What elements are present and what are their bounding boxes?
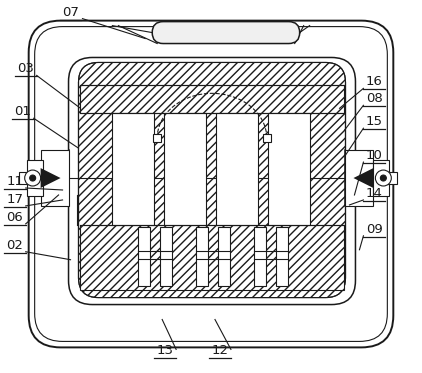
Text: 17: 17 (6, 193, 23, 206)
Bar (373, 160, 390, 196)
Text: 14: 14 (366, 187, 383, 200)
Polygon shape (354, 168, 373, 188)
Text: 03: 03 (17, 62, 34, 75)
Bar (263, 134, 271, 142)
Text: 08: 08 (366, 92, 383, 105)
Bar (19, 172, 29, 184)
Bar (387, 172, 397, 184)
Bar (112, 113, 154, 225)
FancyBboxPatch shape (78, 62, 346, 298)
Bar (254, 227, 266, 286)
Text: 01: 01 (14, 105, 31, 118)
Circle shape (25, 170, 41, 186)
Text: 16: 16 (366, 75, 383, 88)
Text: 06: 06 (6, 211, 23, 224)
Text: 10: 10 (366, 149, 383, 162)
Text: 09: 09 (366, 223, 383, 236)
Bar (268, 113, 310, 225)
Bar (216, 113, 258, 225)
Text: 02: 02 (6, 239, 23, 252)
Bar (81, 85, 344, 113)
Bar (276, 227, 288, 286)
FancyBboxPatch shape (152, 22, 300, 44)
Bar (27, 160, 43, 196)
Bar (81, 225, 344, 289)
FancyBboxPatch shape (68, 57, 355, 305)
Circle shape (380, 175, 387, 181)
Circle shape (30, 175, 35, 181)
Bar (160, 227, 172, 286)
Polygon shape (41, 168, 61, 188)
Bar (218, 227, 230, 286)
Bar (346, 150, 373, 206)
Text: 12: 12 (211, 344, 228, 357)
Text: 07: 07 (62, 6, 79, 19)
Bar (41, 150, 68, 206)
Text: 15: 15 (366, 115, 383, 128)
Bar (81, 85, 344, 113)
Bar (153, 134, 161, 142)
Bar (138, 227, 150, 286)
Bar (196, 227, 208, 286)
FancyBboxPatch shape (29, 21, 393, 347)
Text: 11: 11 (6, 175, 23, 188)
Bar (81, 225, 344, 289)
Text: 13: 13 (157, 344, 174, 357)
Bar (164, 113, 206, 225)
Circle shape (376, 170, 391, 186)
